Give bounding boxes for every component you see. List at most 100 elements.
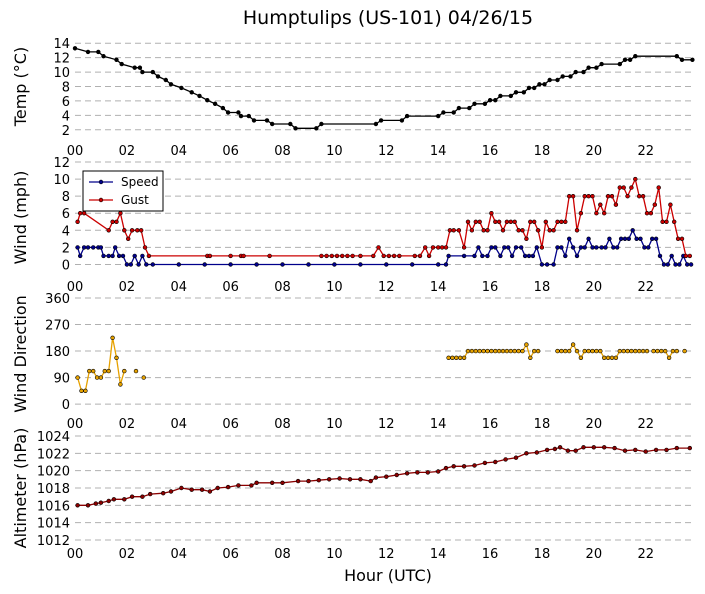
data-point — [236, 483, 241, 488]
x-tick-label: 06 — [222, 280, 239, 295]
data-point — [651, 348, 656, 354]
data-point — [358, 477, 363, 482]
data-point — [254, 262, 259, 267]
data-point — [139, 228, 144, 233]
data-point — [101, 253, 106, 259]
x-tick-label: 10 — [326, 547, 343, 562]
data-point — [662, 348, 668, 354]
data-point — [687, 445, 692, 451]
legend-marker — [98, 197, 104, 203]
data-point — [534, 450, 539, 455]
data-point — [106, 368, 111, 374]
data-point — [132, 253, 137, 259]
data-point — [582, 194, 587, 199]
data-point — [98, 245, 104, 250]
x-axis-label: Hour (UTC) — [344, 566, 432, 585]
data-point — [578, 355, 584, 360]
y-tick-label: 1022 — [37, 447, 70, 462]
data-point — [611, 245, 616, 250]
x-tick-label: 14 — [430, 144, 447, 159]
y-tick-label: 360 — [45, 292, 70, 307]
x-tick-label: 16 — [482, 280, 499, 295]
data-point — [189, 90, 194, 95]
data-point — [690, 57, 695, 62]
data-point — [688, 262, 694, 267]
data-point — [430, 245, 436, 250]
data-point — [573, 448, 578, 453]
data-point — [96, 49, 101, 55]
data-point — [489, 211, 494, 216]
data-point — [446, 253, 451, 259]
data-point — [238, 113, 244, 119]
data-point — [436, 469, 441, 474]
data-point — [555, 348, 560, 354]
data-point — [451, 464, 456, 469]
data-point — [633, 348, 638, 354]
data-point — [347, 477, 353, 482]
data-point — [75, 375, 80, 380]
data-point — [111, 497, 117, 502]
data-point — [489, 348, 494, 354]
data-point — [648, 211, 654, 216]
data-point — [661, 262, 667, 267]
data-point — [633, 53, 638, 59]
data-point — [670, 348, 676, 354]
data-point — [570, 342, 576, 347]
data-point — [412, 253, 417, 259]
data-point — [404, 471, 410, 476]
x-tick-label: 04 — [170, 144, 187, 159]
data-point — [106, 228, 111, 233]
x-tick-label: 02 — [119, 144, 136, 159]
data-point — [586, 65, 591, 70]
data-point — [586, 236, 591, 242]
data-point — [376, 245, 381, 250]
x-tick-label: 12 — [378, 280, 395, 295]
y-tick-label: 1018 — [37, 482, 70, 497]
y-tick-label: 1020 — [37, 465, 70, 480]
x-tick-label: 04 — [170, 547, 187, 562]
x-tick-label: 06 — [222, 417, 239, 432]
data-point — [482, 101, 488, 107]
y-tick-label: 4 — [62, 224, 70, 239]
data-point — [542, 82, 547, 87]
data-point — [472, 101, 477, 107]
data-point — [119, 61, 124, 67]
data-point — [417, 253, 423, 259]
data-point — [657, 253, 663, 259]
data-point — [656, 185, 661, 190]
chart-title: Humptulips (US-101) 04/26/15 — [243, 7, 533, 29]
series-line — [76, 177, 690, 258]
data-point — [633, 176, 638, 182]
data-point — [150, 262, 156, 267]
data-point — [633, 447, 638, 453]
data-point — [566, 194, 572, 199]
data-point — [500, 228, 506, 233]
x-tick-label: 20 — [586, 547, 603, 562]
data-point — [508, 348, 513, 354]
y-tick-label: 0 — [62, 258, 70, 273]
data-point — [75, 503, 80, 508]
data-point — [493, 348, 498, 354]
data-point — [614, 245, 620, 250]
data-point — [436, 113, 441, 119]
data-point — [582, 348, 587, 354]
data-point — [202, 262, 207, 267]
data-point — [140, 494, 145, 499]
x-tick-label: 00 — [67, 280, 84, 295]
data-point — [636, 194, 642, 199]
data-point — [543, 219, 548, 225]
data-point — [461, 245, 467, 250]
data-point — [101, 53, 106, 59]
data-point — [90, 245, 96, 250]
x-tick-label: 08 — [274, 280, 291, 295]
y-tick-label: 8 — [62, 81, 70, 96]
data-point — [381, 253, 386, 259]
data-point — [456, 105, 462, 111]
x-tick-label: 06 — [222, 144, 239, 159]
data-point — [535, 348, 541, 354]
data-point — [215, 485, 220, 491]
data-point — [594, 65, 599, 70]
data-point — [225, 484, 231, 490]
data-point — [93, 501, 99, 506]
data-point — [674, 53, 679, 59]
